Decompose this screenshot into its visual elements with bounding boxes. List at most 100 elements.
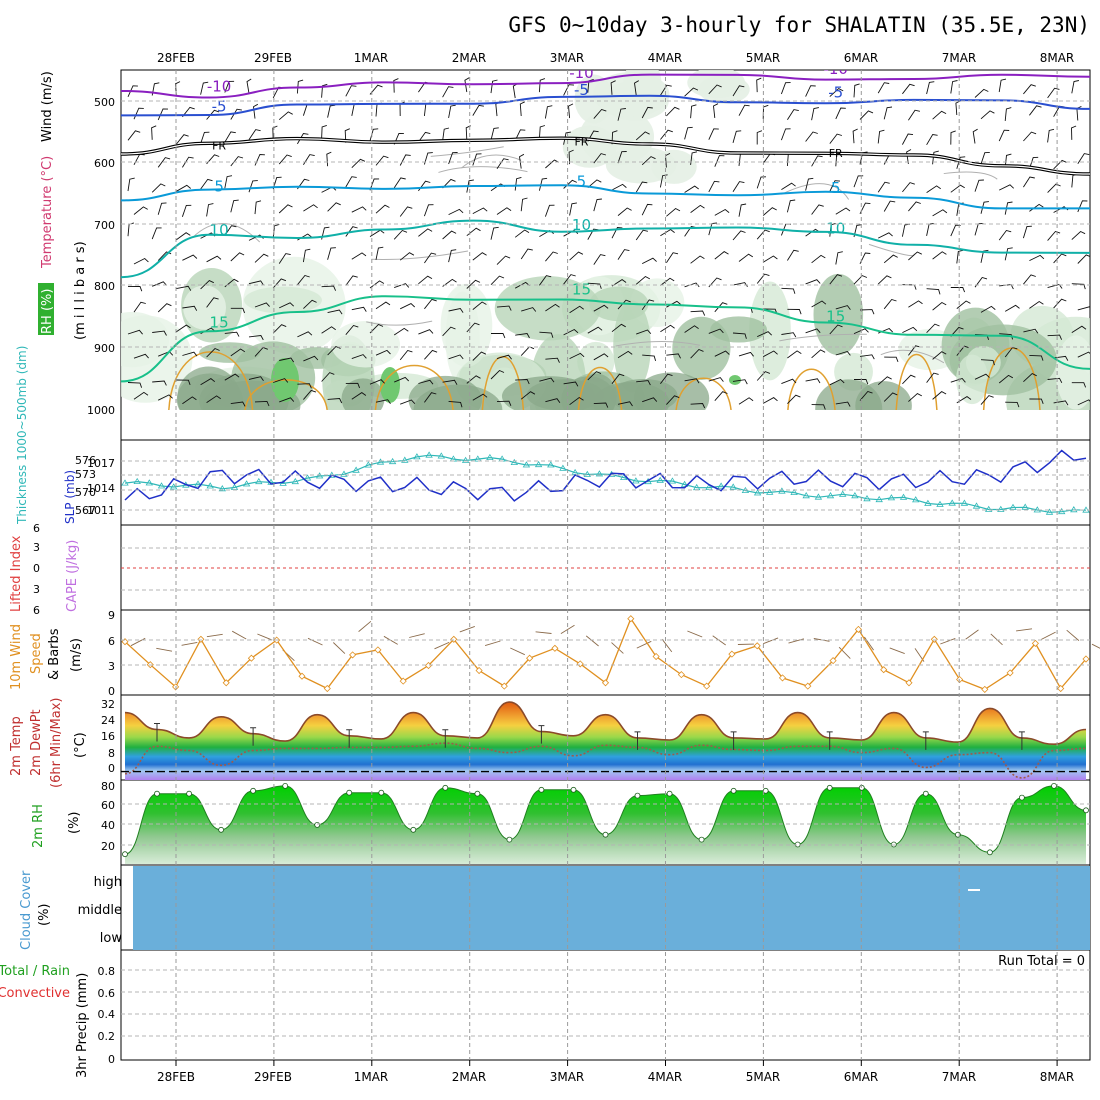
wind-speed-marker: [475, 666, 483, 675]
wind-barb: [1023, 131, 1037, 142]
wind-barb: [230, 401, 246, 407]
wind-barb: [974, 373, 990, 380]
minmax-bar: [346, 729, 353, 748]
wind-barb: [351, 158, 366, 169]
wind-barb: [762, 207, 777, 216]
wind-barb: [539, 331, 554, 338]
minmax-bar: [634, 731, 641, 750]
wind10m-barb: [181, 641, 198, 646]
wind-speed-marker: [905, 679, 913, 687]
rh-marker: [826, 784, 833, 791]
contour-label: -10: [207, 77, 232, 95]
run-total-label: Run Total = 0: [998, 954, 1085, 969]
wind-barb: [587, 179, 602, 189]
wind-barb: [230, 307, 246, 314]
temperature-contour: [121, 219, 1090, 279]
wind-barb: [224, 131, 236, 143]
thickness-marker: [364, 461, 373, 468]
wind-barb: [279, 357, 295, 363]
wind-barb: [230, 199, 239, 213]
wind10m-axis-label: & Barbs: [47, 628, 62, 680]
bottom-date-label: 2MAR: [452, 1070, 487, 1084]
wind-barb: [660, 84, 672, 96]
wind-barb: [835, 207, 851, 215]
wind-barb: [176, 232, 191, 241]
rh-marker: [1083, 807, 1089, 814]
precip-panel: [120, 949, 1091, 1061]
thickness-marker: [729, 483, 737, 490]
wind-barb: [902, 83, 915, 95]
wind-barb: [206, 154, 220, 165]
wind-barb: [1047, 183, 1061, 193]
wind-barb: [714, 208, 730, 216]
rh-contour-line: [779, 333, 867, 342]
wind-barb: [738, 397, 754, 405]
wind10m-barb: [661, 638, 673, 653]
wind-barb: [1023, 274, 1036, 285]
wind-barb: [472, 393, 488, 401]
wind-speed-marker: [399, 677, 407, 685]
wind-speed-marker: [728, 650, 736, 658]
temp2m-axis-label: 2m Temp: [9, 716, 24, 776]
pressure-tick: 600: [94, 157, 115, 170]
wind-barb: [224, 225, 237, 236]
wind-barb: [569, 202, 577, 216]
top-date-label: 8MAR: [1040, 51, 1075, 65]
rh-shade-blob: [815, 379, 883, 410]
wind-barb: [666, 395, 680, 405]
rh-marker: [987, 849, 993, 856]
wind10m-barb: [940, 637, 956, 645]
lifted-index-tick: 3: [33, 541, 40, 554]
rh-contour-line: [168, 351, 254, 410]
wind-tick: 6: [108, 635, 115, 648]
wind-barb: [787, 350, 802, 359]
wind-barb: [278, 253, 291, 264]
wind-barb: [980, 201, 989, 214]
wind-barb: [883, 200, 896, 212]
rh-tick: 80: [101, 780, 115, 793]
wind-barb: [127, 285, 143, 292]
wind-barb: [399, 349, 413, 361]
rh-shade-blob: [1055, 335, 1090, 410]
wind10m-barb: [257, 633, 273, 641]
wind-barb: [568, 149, 574, 165]
wind-barb: [278, 204, 293, 214]
rh-marker: [346, 789, 353, 796]
wind-barb: [974, 88, 989, 98]
wind10m-barb: [763, 637, 779, 645]
thickness-marker: [1057, 507, 1066, 515]
minmax-bar: [730, 731, 737, 750]
wind-barb: [278, 111, 293, 121]
rh-contour-line: [438, 166, 528, 173]
wind-barb: [732, 230, 746, 241]
wind-barb: [611, 323, 626, 333]
wind-barb: [877, 129, 885, 144]
wind-barb: [279, 302, 295, 309]
wind-barb: [127, 329, 143, 335]
thickness-marker: [376, 458, 385, 465]
precip-tick: 0.2: [98, 1030, 116, 1043]
wind-barb: [641, 257, 657, 265]
top-date-label: 29FEB: [254, 51, 292, 65]
wind-barb: [690, 403, 706, 409]
lifted-index-tick: 3: [33, 583, 40, 596]
rh-marker: [602, 831, 609, 838]
contour-label: 15: [572, 280, 591, 298]
wind-barb: [713, 103, 719, 118]
wind-barb: [1023, 84, 1036, 95]
thickness-marker: [157, 482, 166, 489]
wind-barb: [496, 207, 512, 215]
wind-barb: [272, 125, 278, 141]
wind-barb: [617, 151, 627, 164]
wind-barb: [375, 301, 391, 310]
wind-barb: [732, 85, 745, 97]
wind-barb: [448, 400, 463, 408]
minmax-bar: [922, 731, 929, 750]
wind-barb: [1077, 306, 1090, 311]
minmax-bar: [538, 725, 545, 744]
bottom-date-label: 1MAR: [354, 1070, 389, 1084]
wind-barb: [732, 332, 747, 339]
wind-barb: [375, 204, 390, 214]
rh-shade-blob: [965, 346, 1001, 380]
wind-barb: [634, 80, 640, 96]
